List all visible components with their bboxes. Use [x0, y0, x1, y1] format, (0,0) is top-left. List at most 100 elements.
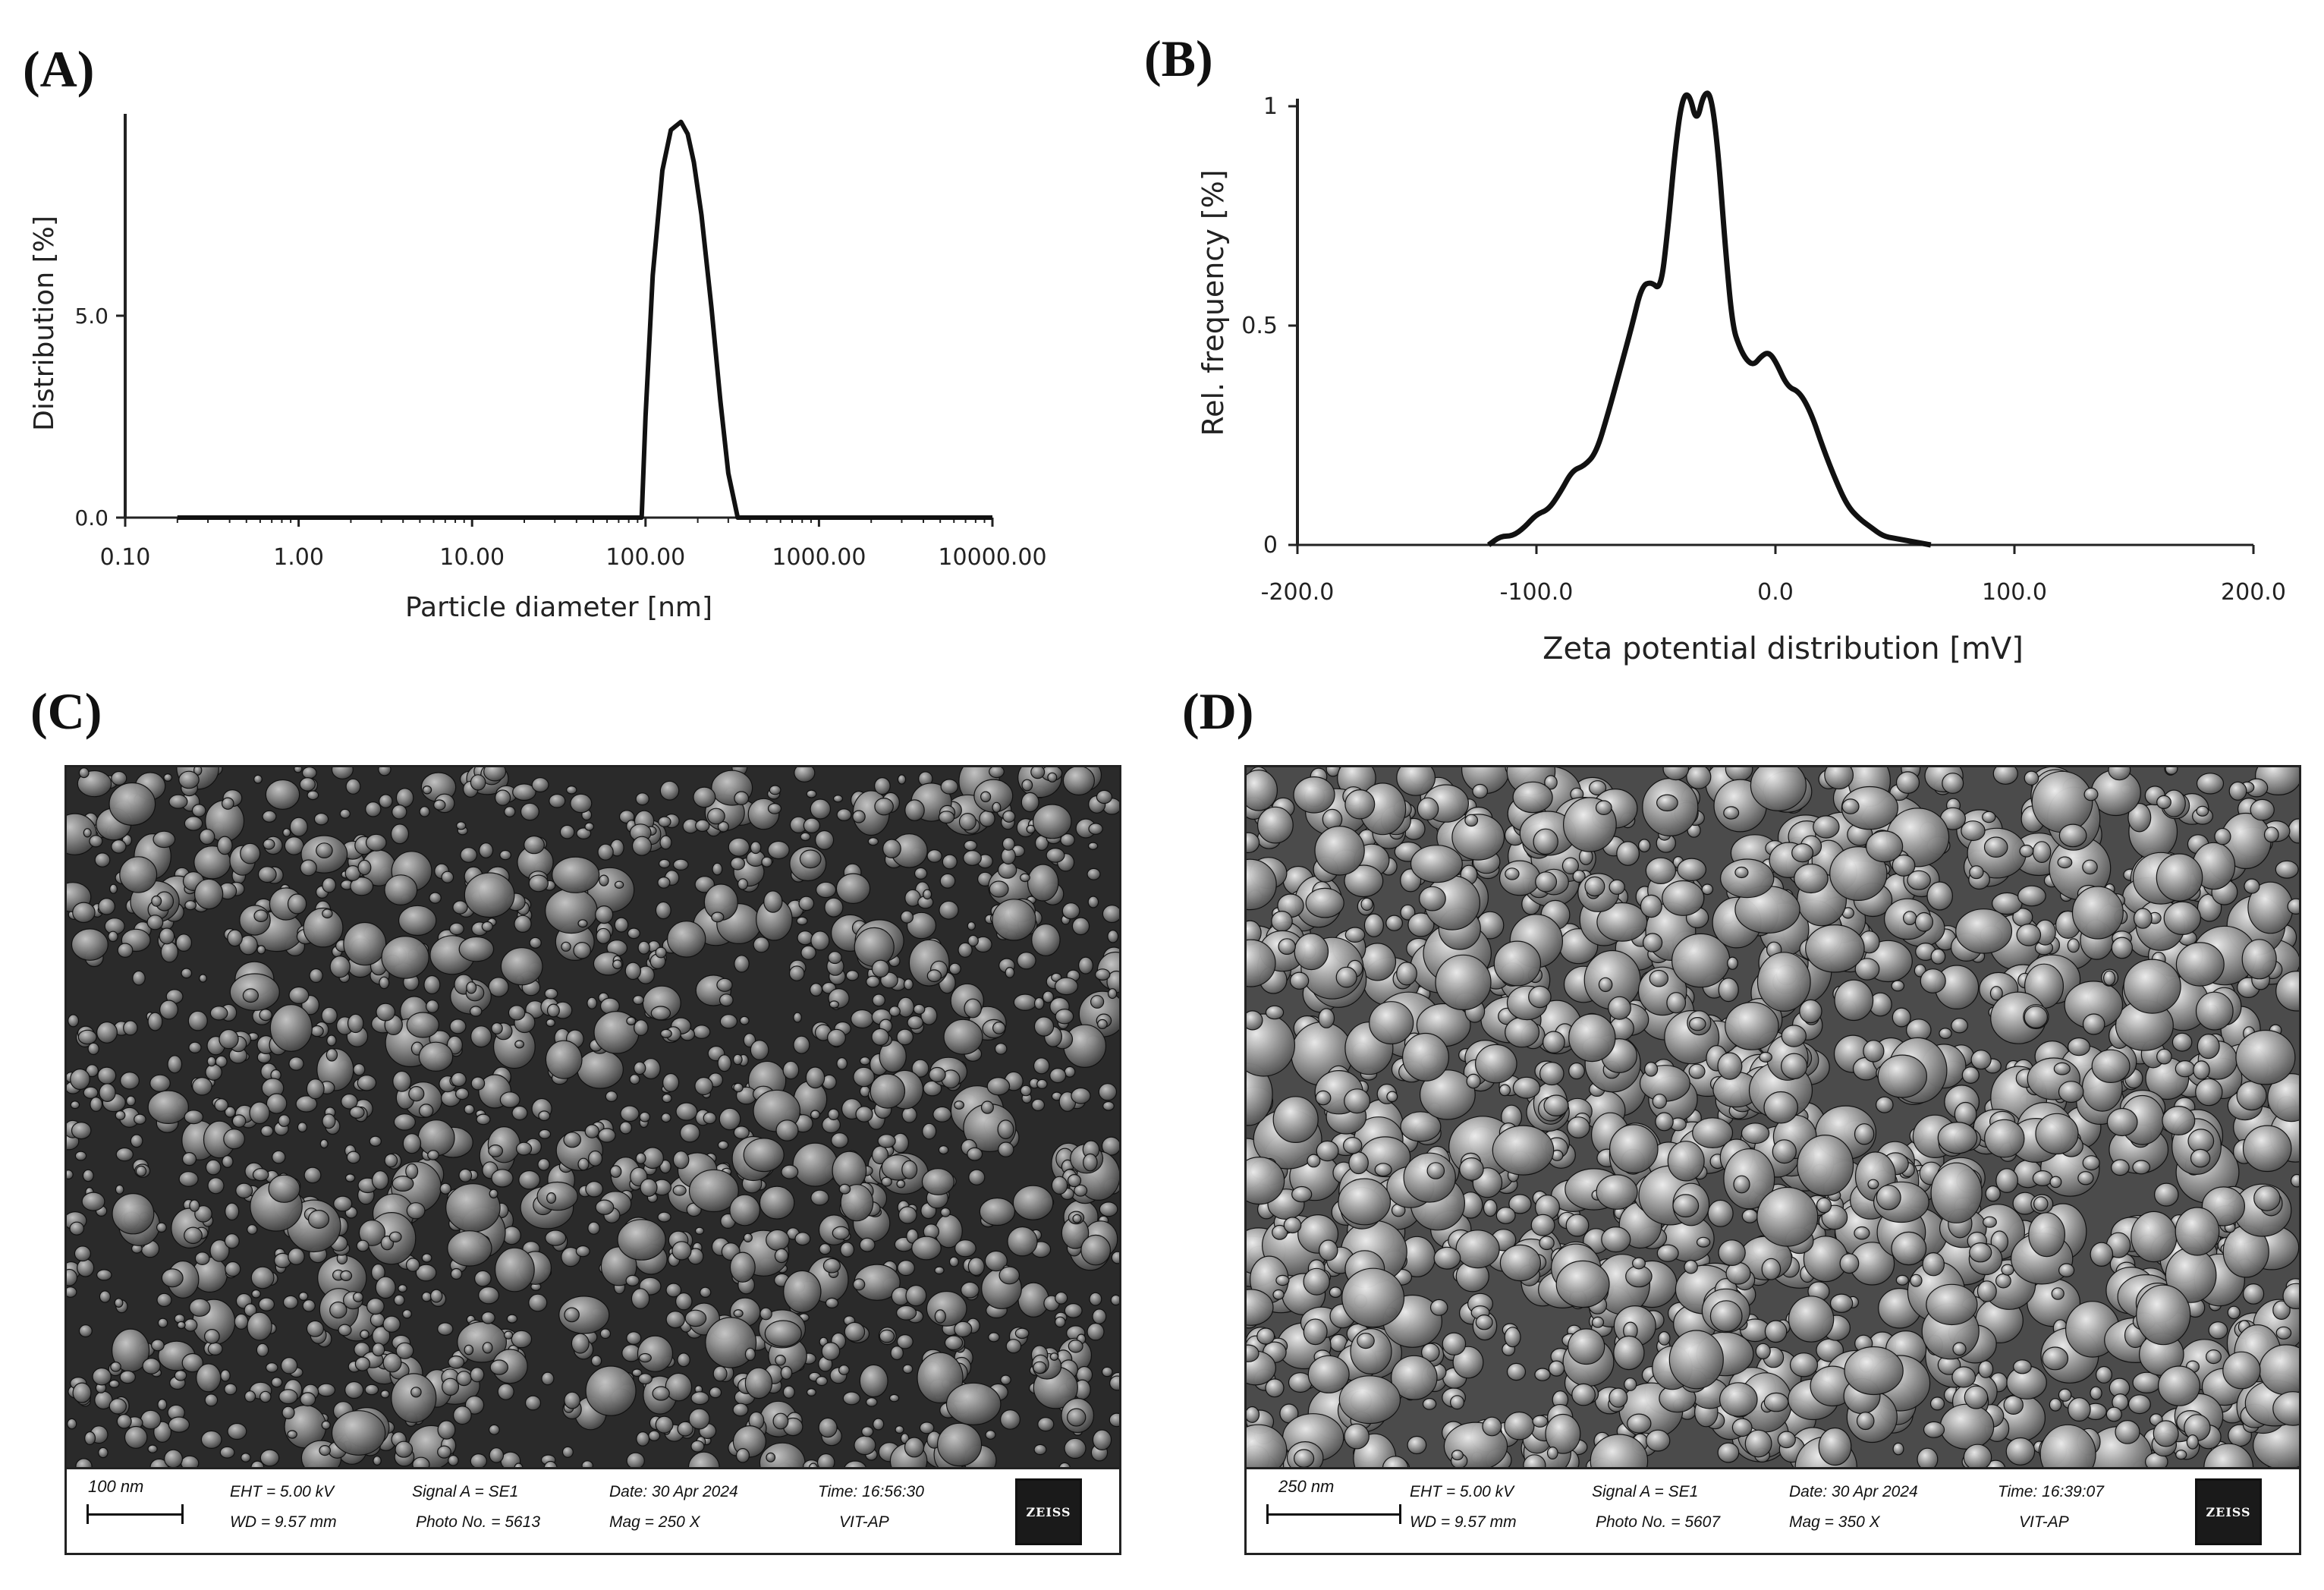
particle	[178, 770, 200, 789]
x-tick-label: 10.00	[439, 544, 505, 571]
particle	[743, 1138, 785, 1173]
particle	[303, 1167, 322, 1184]
particle	[130, 1134, 143, 1148]
particle	[2133, 908, 2153, 929]
particle	[147, 1444, 158, 1453]
particle	[659, 858, 671, 869]
particle	[329, 956, 351, 978]
particle	[590, 1355, 602, 1367]
particle	[2077, 1171, 2094, 1185]
particle	[1492, 1125, 1555, 1176]
particle	[563, 1132, 581, 1148]
particle	[2197, 1034, 2220, 1059]
particle	[1247, 1344, 1259, 1362]
particle	[268, 1174, 300, 1203]
particle	[1107, 930, 1119, 943]
particle	[1985, 1185, 2001, 1202]
particle	[1429, 1299, 1448, 1316]
particle	[769, 785, 781, 795]
particle	[735, 1447, 750, 1463]
particle	[163, 773, 173, 782]
particle	[803, 817, 821, 833]
particle	[1642, 933, 1663, 952]
particle	[1466, 1073, 1481, 1089]
particle	[1772, 1139, 1797, 1164]
particle	[1451, 814, 1505, 861]
particle	[1608, 996, 1631, 1020]
particle	[1410, 845, 1463, 883]
particle	[934, 1309, 946, 1324]
particle	[156, 1292, 172, 1308]
particle	[587, 997, 598, 1009]
particle	[1834, 979, 1874, 1022]
particle	[1042, 990, 1055, 1003]
particle	[437, 1322, 454, 1336]
particle	[861, 1426, 874, 1437]
particle	[897, 774, 907, 785]
particle	[1744, 1429, 1772, 1458]
particle	[719, 993, 734, 1007]
scale-bar	[1266, 1513, 1401, 1516]
particle	[108, 930, 118, 943]
particle	[1314, 826, 1365, 876]
particle	[1055, 1291, 1068, 1305]
particle	[442, 1377, 460, 1396]
particle	[1903, 911, 1917, 926]
particle	[942, 854, 958, 870]
particle	[954, 1239, 976, 1258]
particle	[298, 1291, 309, 1301]
particle	[954, 1100, 964, 1110]
particle	[499, 1091, 520, 1109]
particle	[489, 1189, 498, 1199]
particle	[184, 816, 203, 831]
particle	[1109, 1412, 1119, 1428]
particle	[2082, 1013, 2105, 1035]
particle	[939, 900, 959, 920]
particle	[1572, 870, 1586, 883]
particle	[938, 811, 955, 824]
particle	[2095, 1365, 2112, 1384]
particle	[149, 1074, 171, 1092]
particle	[852, 810, 866, 823]
particle	[449, 1019, 467, 1034]
scale-bar-label: 250 nm	[1278, 1477, 1335, 1496]
particle	[2127, 1394, 2151, 1415]
particle	[160, 941, 179, 963]
particle	[657, 1211, 671, 1223]
particle	[1506, 1362, 1527, 1381]
particle	[631, 1368, 643, 1377]
particle	[524, 1395, 542, 1411]
particle	[2131, 1211, 2178, 1263]
particle	[2184, 1414, 2211, 1441]
particle	[1017, 951, 1036, 970]
particle	[178, 1171, 199, 1187]
particle	[1051, 1176, 1068, 1195]
particle	[262, 810, 277, 823]
particle	[303, 907, 344, 948]
particle	[558, 1296, 610, 1334]
particle	[391, 1373, 437, 1423]
particle	[2127, 802, 2152, 833]
particle	[1584, 876, 1605, 897]
particle	[1638, 839, 1651, 853]
particle	[1856, 1412, 1875, 1431]
particle	[263, 839, 275, 850]
particle	[278, 1389, 298, 1405]
particle	[1534, 1368, 1551, 1381]
particle	[624, 962, 642, 981]
particle	[1046, 847, 1065, 863]
particle	[77, 1029, 97, 1045]
scale-bar-tick	[181, 1504, 184, 1524]
particle	[2091, 1049, 2131, 1083]
particle	[2111, 937, 2134, 959]
particle	[1289, 971, 1310, 990]
particle	[561, 1246, 581, 1267]
particle	[220, 1369, 231, 1382]
particle	[184, 900, 197, 911]
particle	[1535, 871, 1558, 893]
particle	[815, 881, 837, 899]
particle	[2067, 1037, 2090, 1056]
particle	[854, 927, 895, 967]
particle	[1609, 1387, 1628, 1408]
particle	[1344, 864, 1384, 898]
